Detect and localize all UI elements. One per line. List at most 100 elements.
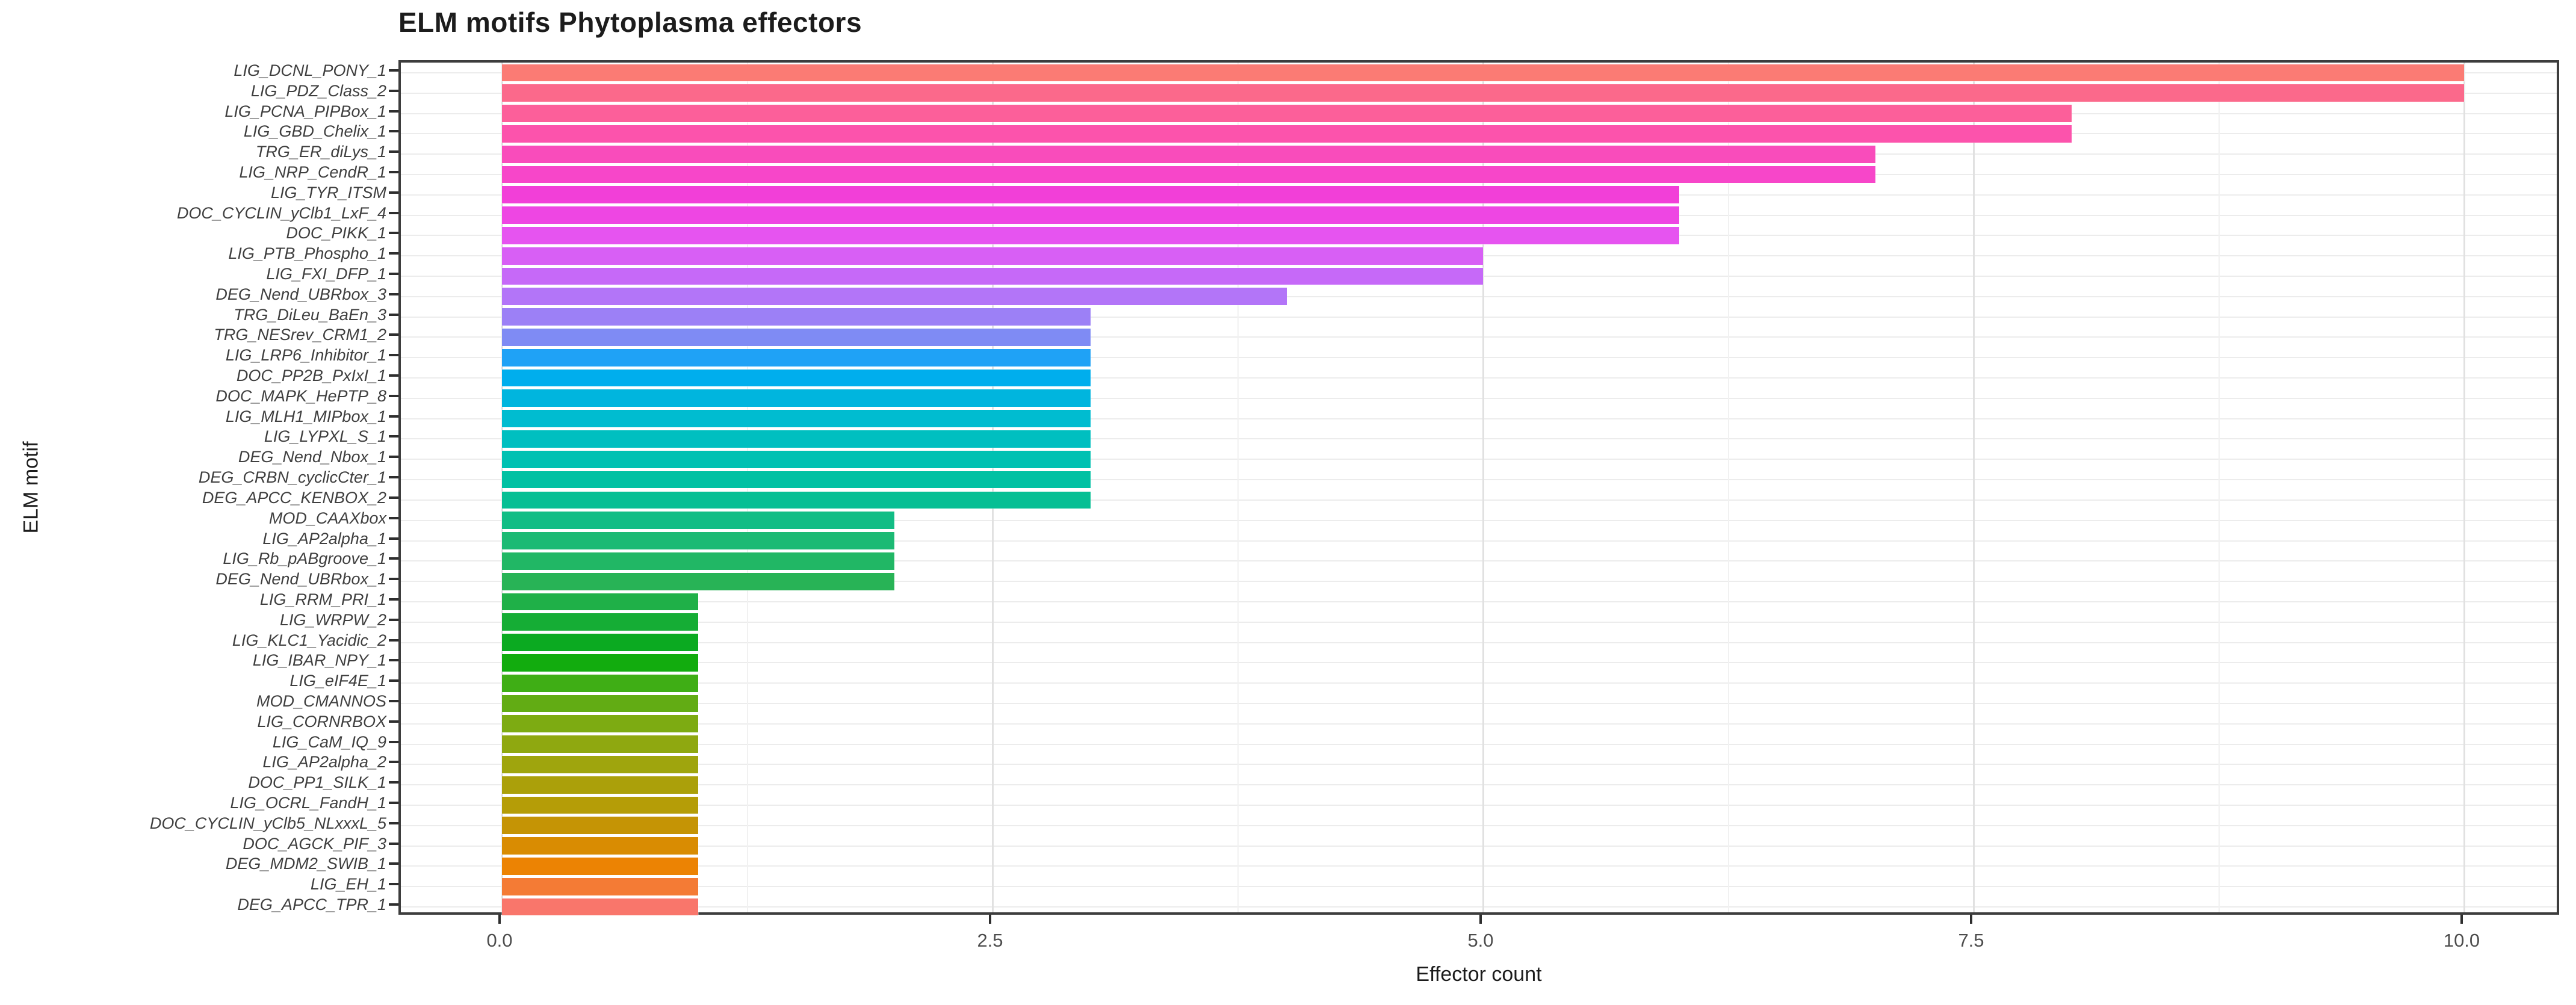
y-tick-mark (389, 740, 398, 743)
bar-DEG_CRBN_cyclicCter_1 (502, 471, 1091, 489)
y-tick-mark (389, 232, 398, 235)
minor-gridline (1237, 63, 1239, 912)
bar-LIG_MLH1_MIPbox_1 (502, 410, 1091, 428)
y-tick-mark (389, 273, 398, 275)
y-tick-label: LIG_WRPW_2 (279, 610, 386, 629)
x-axis-title: Effector count (1416, 963, 1542, 986)
bar-LIG_CaM_IQ_9 (502, 735, 698, 753)
y-tick-mark (389, 781, 398, 784)
y-tick-label: MOD_CMANNOS (256, 692, 386, 710)
y-tick-label: LIG_DCNL_PONY_1 (234, 61, 386, 79)
row-gridline (401, 621, 2557, 623)
y-tick-label: DEG_Nend_UBRbox_1 (215, 570, 386, 589)
x-tick-mark (1970, 915, 1972, 924)
row-gridline (401, 357, 2557, 359)
bar-LIG_PCNA_PIPBox_1 (502, 105, 2072, 122)
bar-DEG_MDM2_SWIB_1 (502, 858, 698, 875)
row-gridline (401, 479, 2557, 481)
y-tick-mark (389, 862, 398, 865)
y-tick-mark (389, 313, 398, 316)
y-tick-label: DEG_Nend_Nbox_1 (238, 448, 386, 466)
y-tick-label: DOC_PP2B_PxIxI_1 (236, 366, 386, 385)
y-tick-label: LIG_CORNRBOX (257, 712, 386, 731)
bar-LIG_WRPW_2 (502, 613, 698, 631)
y-tick-label: LIG_PCNA_PIPBox_1 (224, 102, 386, 120)
y-tick-mark (389, 354, 398, 357)
bar-LIG_PTB_Phospho_1 (502, 247, 1483, 265)
bar-DOC_PP2B_PxIxI_1 (502, 369, 1091, 387)
bar-LIG_RRM_PRI_1 (502, 593, 698, 611)
bar-LIG_IBAR_NPY_1 (502, 654, 698, 672)
y-tick-label: LIG_EH_1 (310, 875, 386, 894)
bar-LIG_LRP6_Inhibitor_1 (502, 348, 1091, 366)
y-tick-label: DEG_MDM2_SWIB_1 (225, 855, 386, 873)
row-gridline (401, 865, 2557, 867)
y-tick-label: TRG_ER_diLys_1 (255, 143, 386, 161)
bar-LIG_LYPXL_S_1 (502, 430, 1091, 448)
bar-LIG_AP2alpha_1 (502, 532, 894, 549)
bar-LIG_eIF4E_1 (502, 674, 698, 692)
y-tick-mark (389, 374, 398, 377)
y-tick-mark (389, 110, 398, 113)
y-tick-mark (389, 659, 398, 662)
y-tick-label: LIG_FXI_DFP_1 (266, 265, 386, 283)
bar-DEG_APCC_TPR_1 (502, 898, 698, 916)
y-tick-mark (389, 435, 398, 438)
bar-DEG_APCC_KENBOX_2 (502, 491, 1091, 509)
plot-panel (398, 60, 2559, 916)
row-gridline (401, 845, 2557, 847)
y-tick-label: TRG_DiLeu_BaEn_3 (234, 305, 386, 324)
y-tick-label: DEG_APCC_KENBOX_2 (202, 488, 386, 507)
y-tick-mark (389, 537, 398, 540)
chart-title: ELM motifs Phytoplasma effectors (398, 7, 862, 38)
y-tick-mark (389, 516, 398, 519)
bar-DOC_CYCLIN_yClb5_NLxxxL_5 (502, 817, 698, 835)
y-tick-mark (389, 89, 398, 92)
major-gridline (1482, 63, 1484, 912)
y-tick-mark (389, 170, 398, 173)
row-gridline (401, 295, 2557, 297)
bar-DOC_CYCLIN_yClb1_LxF_4 (502, 206, 1679, 224)
bar-LIG_CORNRBOX (502, 715, 698, 733)
y-tick-mark (389, 720, 398, 723)
row-gridline (401, 764, 2557, 765)
y-tick-mark (389, 802, 398, 805)
bar-LIG_Rb_pABgroove_1 (502, 552, 894, 570)
x-tick-label: 7.5 (1958, 930, 1984, 951)
x-tick-label: 0.0 (486, 930, 513, 951)
row-gridline (401, 703, 2557, 704)
y-tick-label: DOC_MAPK_HePTP_8 (215, 386, 386, 405)
minor-gridline (1727, 63, 1729, 912)
row-gridline (401, 316, 2557, 318)
y-tick-mark (389, 191, 398, 194)
major-gridline (2463, 63, 2465, 912)
bar-LIG_PDZ_Class_2 (502, 84, 2464, 102)
y-tick-mark (389, 883, 398, 886)
x-tick-mark (989, 915, 991, 924)
y-tick-mark (389, 761, 398, 764)
y-tick-mark (389, 333, 398, 336)
bar-LIG_GBD_Chelix_1 (502, 125, 2072, 143)
y-tick-label: LIG_NRP_CendR_1 (239, 162, 386, 181)
bar-DOC_PP1_SILK_1 (502, 776, 698, 794)
y-tick-label: LIG_AP2alpha_1 (262, 529, 386, 548)
row-gridline (401, 601, 2557, 602)
y-tick-label: LIG_RRM_PRI_1 (259, 590, 386, 608)
row-gridline (401, 397, 2557, 399)
y-tick-label: LIG_LYPXL_S_1 (264, 427, 386, 446)
bar-LIG_DCNL_PONY_1 (502, 64, 2464, 82)
row-gridline (401, 499, 2557, 501)
bar-LIG_TYR_ITSM (502, 186, 1679, 204)
bar-LIG_KLC1_Yacidic_2 (502, 634, 698, 651)
row-gridline (401, 459, 2557, 460)
y-tick-label: DEG_Nend_UBRbox_3 (215, 285, 386, 303)
bar-DOC_MAPK_HePTP_8 (502, 389, 1091, 407)
y-tick-mark (389, 211, 398, 214)
y-tick-mark (389, 130, 398, 133)
bar-MOD_CAAXbox (502, 512, 894, 530)
bar-LIG_AP2alpha_2 (502, 756, 698, 773)
row-gridline (401, 824, 2557, 826)
y-tick-label: LIG_OCRL_FandH_1 (230, 794, 386, 812)
bar-DEG_Nend_Nbox_1 (502, 450, 1091, 468)
